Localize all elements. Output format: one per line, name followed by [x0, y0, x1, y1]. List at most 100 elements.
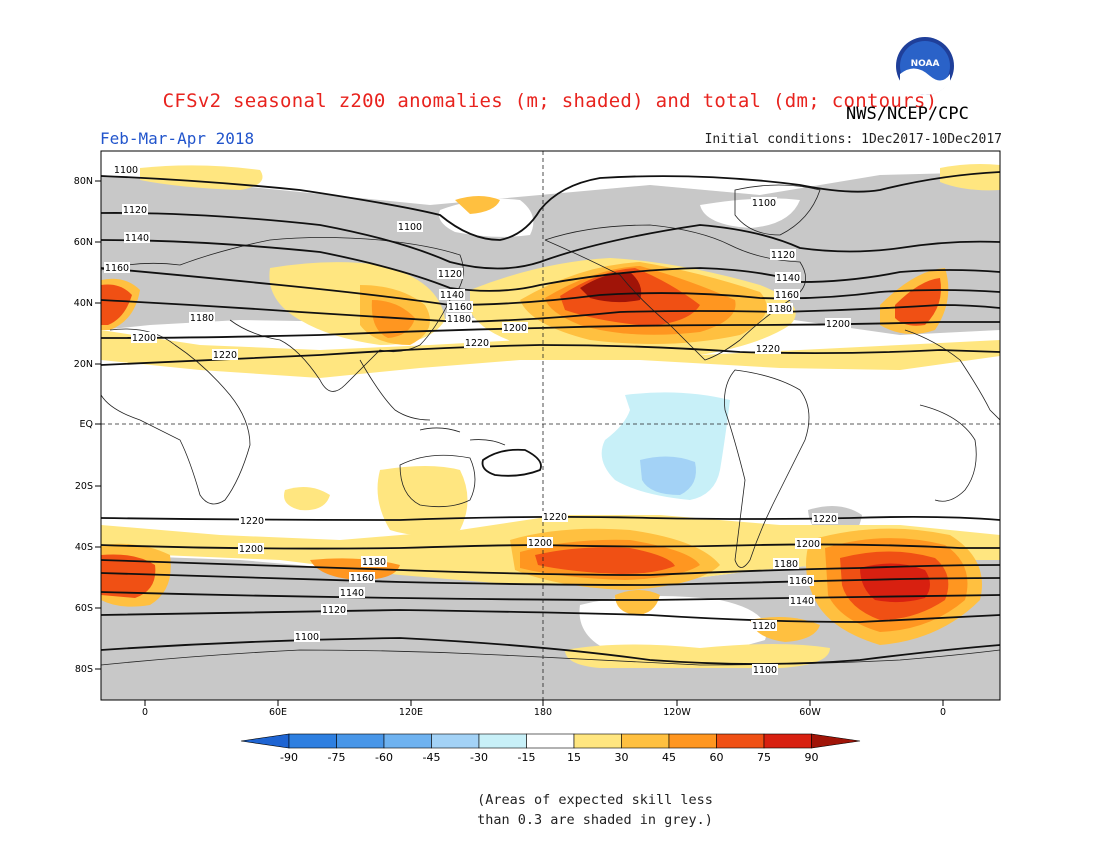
- contour-label: 1100: [397, 221, 423, 233]
- lon-label: 120E: [399, 707, 423, 718]
- initial-conditions-label: Initial conditions: 1Dec2017-10Dec2017: [704, 132, 1002, 147]
- contour-label: 1140: [439, 289, 465, 301]
- colorbar-swatch: [288, 733, 337, 749]
- colorbar-tick-label: 15: [567, 751, 581, 764]
- svg-text:1140: 1140: [790, 596, 814, 607]
- contour-label: 1220: [212, 349, 238, 361]
- colorbar-tick-label: 45: [662, 751, 676, 764]
- map-frame: [100, 150, 1001, 701]
- contour-label: 1100: [294, 631, 320, 643]
- contour-label: 1120: [437, 268, 463, 280]
- svg-text:1220: 1220: [543, 512, 567, 523]
- svg-text:1220: 1220: [756, 344, 780, 355]
- svg-text:1200: 1200: [239, 544, 263, 555]
- svg-text:1220: 1220: [813, 514, 837, 525]
- lon-label: 60E: [269, 707, 287, 718]
- svg-text:1100: 1100: [398, 222, 422, 233]
- lat-label: 80S: [75, 664, 93, 675]
- colorbar-swatch: [383, 733, 432, 749]
- svg-text:1180: 1180: [190, 313, 214, 324]
- contour-label: 1160: [447, 301, 473, 313]
- colorbar-tick-label: -60: [375, 751, 393, 764]
- svg-text:1100: 1100: [753, 665, 777, 676]
- contour-label: 1140: [775, 272, 801, 284]
- lat-label: 20N: [74, 359, 93, 370]
- svg-text:1200: 1200: [826, 319, 850, 330]
- contour-label: 1180: [446, 313, 472, 325]
- contour-label: 1140: [339, 587, 365, 599]
- svg-text:1200: 1200: [796, 539, 820, 550]
- contour-label: 1220: [239, 515, 265, 527]
- svg-text:1200: 1200: [528, 538, 552, 549]
- svg-text:1180: 1180: [447, 314, 471, 325]
- svg-text:1160: 1160: [105, 263, 129, 274]
- height-contours: [101, 171, 1000, 665]
- page-title: CFSv2 seasonal z200 anomalies (m; shaded…: [162, 90, 938, 112]
- colorbar-swatch: [763, 733, 812, 749]
- lon-label: 120W: [663, 707, 691, 718]
- colorbar-tick-label: 90: [805, 751, 819, 764]
- contour-label: 1100: [113, 164, 139, 176]
- svg-text:1160: 1160: [448, 302, 472, 313]
- colorbar-tick-label: -90: [280, 751, 298, 764]
- colorbar-swatch: [336, 733, 385, 749]
- contour-label: 1200: [502, 322, 528, 334]
- svg-text:1180: 1180: [362, 557, 386, 568]
- colorbar-swatch: [478, 733, 527, 749]
- lat-label: 60N: [74, 237, 93, 248]
- contour-label: 1160: [788, 575, 814, 587]
- svg-text:1120: 1120: [322, 605, 346, 616]
- negative-anomalies: [601, 392, 730, 500]
- colorbar-arrow-high: [811, 733, 861, 749]
- svg-text:1220: 1220: [465, 338, 489, 349]
- svg-text:1200: 1200: [132, 333, 156, 344]
- contour-label: 1180: [767, 303, 793, 315]
- contour-label: 1200: [795, 538, 821, 550]
- colorbar-swatch: [668, 733, 717, 749]
- lat-label: 60S: [75, 603, 93, 614]
- svg-text:1160: 1160: [789, 576, 813, 587]
- lat-label: 40N: [74, 298, 93, 309]
- noaa-logo: NOAA: [896, 37, 954, 95]
- lat-label: EQ: [80, 419, 93, 430]
- colorbar-tick-label: 75: [757, 751, 771, 764]
- contour-label: 1200: [131, 332, 157, 344]
- contour-label: 1120: [751, 620, 777, 632]
- colorbar-tick-label: -30: [470, 751, 488, 764]
- svg-text:1220: 1220: [213, 350, 237, 361]
- contour-label: 1200: [527, 537, 553, 549]
- lon-label: 60W: [799, 707, 821, 718]
- svg-text:1220: 1220: [240, 516, 264, 527]
- svg-text:1140: 1140: [440, 290, 464, 301]
- contour-label: 1160: [349, 572, 375, 584]
- skill-note: (Areas of expected skill less than 0.3 a…: [477, 792, 713, 828]
- colorbar-tick-label: -75: [328, 751, 346, 764]
- contour-label: 1200: [238, 543, 264, 555]
- contour-label: 1180: [189, 312, 215, 324]
- contour-label: 1100: [751, 197, 777, 209]
- contour-label: 1160: [774, 289, 800, 301]
- colorbar-tick-label: 30: [615, 751, 629, 764]
- contour-label: 1120: [770, 249, 796, 261]
- colorbar-tick-label: -45: [423, 751, 441, 764]
- svg-text:1100: 1100: [114, 165, 138, 176]
- svg-text:1100: 1100: [752, 198, 776, 209]
- colorbar: -90 -75 -60 -45 -30 -15 15 30 45 60 75 90: [240, 733, 861, 764]
- contour-label: 1120: [122, 204, 148, 216]
- colorbar-swatch: [621, 733, 670, 749]
- contour-label: 1120: [321, 604, 347, 616]
- contour-label: 1140: [789, 595, 815, 607]
- svg-text:1160: 1160: [775, 290, 799, 301]
- contour-label: 1180: [361, 556, 387, 568]
- svg-text:1120: 1120: [438, 269, 462, 280]
- contour-label: 1160: [104, 262, 130, 274]
- lat-label: 40S: [75, 542, 93, 553]
- svg-text:1140: 1140: [340, 588, 364, 599]
- svg-text:1180: 1180: [768, 304, 792, 315]
- svg-text:1120: 1120: [771, 250, 795, 261]
- lon-label: 0: [940, 707, 946, 718]
- contour-label: 1220: [812, 513, 838, 525]
- latitude-axis: 80N 60N 40N 20N EQ 20S 40S 60S 80S: [74, 176, 101, 675]
- svg-text:1160: 1160: [350, 573, 374, 584]
